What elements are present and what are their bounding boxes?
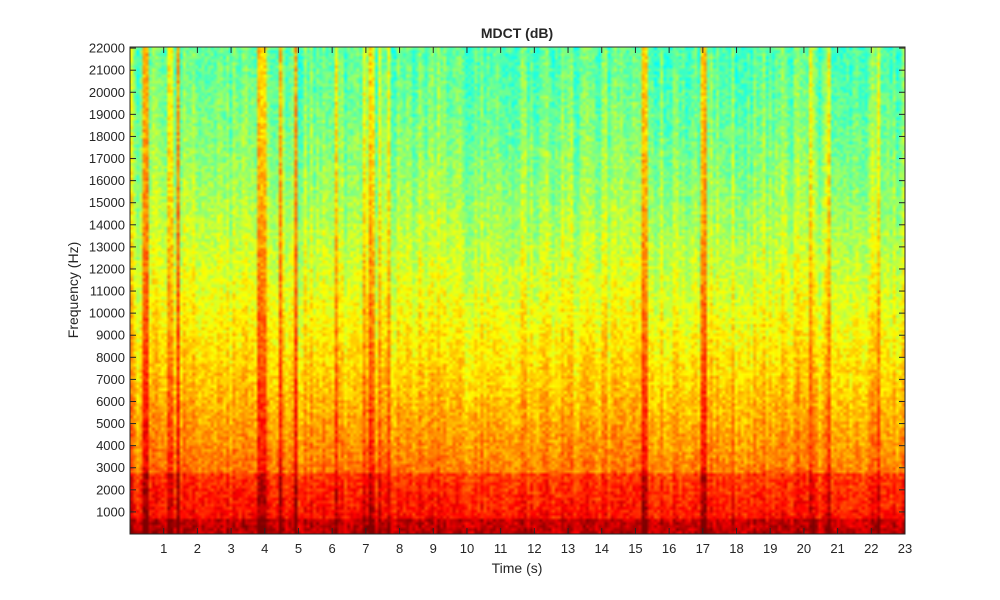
x-axis-ticks: 1 2 3 4 5 6 7 8 9 10 11 12 13 14 15 16 17 18 19 20 21 22 23 [160,47,912,556]
x-tick-label: 19 [763,541,777,556]
y-tick-label: 8000 [96,350,125,365]
x-tick-label: 9 [430,541,437,556]
x-axis-label: Time (s) [492,560,543,576]
x-tick-label: 21 [830,541,844,556]
x-tick-label: 20 [797,541,811,556]
y-tick-label: 17000 [89,151,125,166]
x-tick-label: 1 [160,541,167,556]
x-tick-label: 17 [696,541,710,556]
x-tick-label: 7 [362,541,369,556]
x-tick-label: 4 [261,541,268,556]
x-tick-label: 3 [227,541,234,556]
x-tick-label: 11 [494,541,508,556]
x-tick-label: 16 [662,541,676,556]
y-tick-label: 4000 [96,438,125,453]
y-tick-label: 12000 [89,261,125,276]
y-axis-ticks: 1000 2000 3000 4000 5000 6000 7000 8000 9000 1000… [89,41,905,519]
x-tick-label: 14 [595,541,609,556]
chart-title: MDCT (dB) [481,25,553,41]
x-tick-label: 5 [295,541,302,556]
y-axis-label: Frequency (Hz) [65,242,81,338]
x-tick-label: 12 [527,541,541,556]
y-tick-label: 10000 [89,306,125,321]
y-tick-label: 22000 [89,41,125,56]
x-tick-label: 23 [898,541,912,556]
y-tick-label: 9000 [96,328,125,343]
x-tick-label: 8 [396,541,403,556]
y-tick-label: 7000 [96,372,125,387]
y-tick-label: 20000 [89,85,125,100]
x-tick-label: 18 [729,541,743,556]
x-tick-label: 13 [561,541,575,556]
x-tick-label: 6 [329,541,336,556]
y-tick-label: 19000 [89,107,125,122]
y-tick-label: 15000 [89,195,125,210]
y-tick-label: 5000 [96,416,125,431]
y-tick-label: 21000 [89,63,125,78]
y-tick-label: 11000 [90,284,125,299]
x-tick-label: 2 [194,541,201,556]
x-tick-label: 10 [460,541,474,556]
plot-area-frame [129,46,906,535]
y-tick-label: 14000 [89,217,125,232]
y-tick-label: 18000 [89,129,125,144]
x-tick-label: 22 [864,541,878,556]
y-tick-label: 2000 [96,482,125,497]
y-tick-label: 13000 [89,239,125,254]
heatmap-image [130,47,905,534]
y-tick-label: 16000 [89,173,125,188]
y-tick-label: 1000 [96,504,125,519]
x-tick-label: 15 [628,541,642,556]
y-tick-label: 3000 [96,460,125,475]
spectrogram-heatmap [130,47,905,534]
y-tick-label: 6000 [96,394,125,409]
